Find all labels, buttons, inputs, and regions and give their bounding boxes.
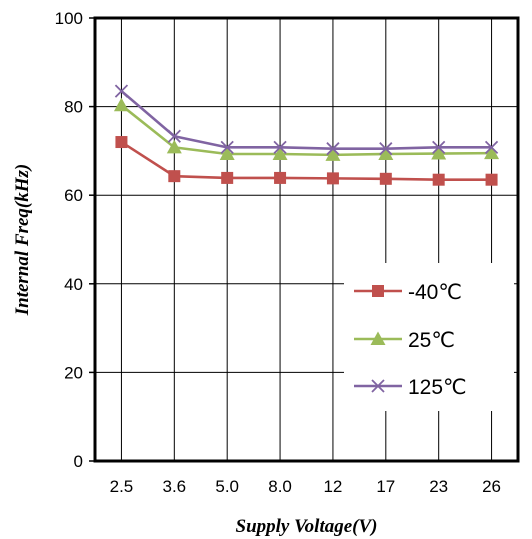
series-line [120,90,492,150]
data-point [432,140,446,154]
legend-swatch-marker [371,379,385,393]
data-point [166,139,182,154]
data-point [326,142,340,156]
legend: -40℃ 25℃ 125℃ [344,263,514,411]
plot-area-frame [93,16,520,463]
series-2 [114,84,499,156]
data-point [326,172,339,185]
data-point [220,140,234,154]
legend-item: 25℃ [354,329,455,352]
data-point [484,145,500,160]
data-point [431,146,447,160]
legend-label: -40℃ [408,281,462,304]
legend-label: 125℃ [408,376,467,399]
data-point [114,84,129,98]
series-line [120,104,492,157]
x-tick-label: 5.0 [215,477,239,496]
legend-swatch-marker [372,285,384,297]
data-point [379,142,393,156]
y-axis-ticks: 0 20 40 60 80 100 [55,9,95,471]
series-1 [113,97,500,161]
series-layer [113,84,500,186]
y-tick-label: 0 [74,452,83,471]
legend-item: -40℃ [354,281,462,304]
data-point [432,173,445,186]
data-point [272,146,288,161]
x-tick-label: 17 [376,477,395,496]
data-point [167,129,181,143]
legend-item: 125℃ [354,376,467,399]
x-tick-label: 23 [429,477,448,496]
x-axis-title: Supply Voltage(V) [236,516,378,537]
data-point [274,171,287,184]
y-tick-label: 100 [55,9,83,28]
x-tick-label: 12 [323,477,342,496]
x-tick-label: 26 [482,477,501,496]
y-tick-label: 60 [64,186,83,205]
data-point [221,171,234,184]
y-tick-label: 40 [64,275,83,294]
data-point [113,97,129,112]
y-axis-title: Internal Freq(kHz) [12,164,33,317]
legend-label: 25℃ [408,329,455,352]
x-tick-label: 3.6 [162,477,186,496]
data-point [378,146,394,161]
data-point [485,173,498,186]
series-line [120,140,492,181]
data-point [273,140,287,154]
x-tick-label: 2.5 [110,477,134,496]
data-point [115,136,128,149]
data-point [484,140,499,154]
data-point [325,147,341,161]
data-point [379,172,392,185]
series-0 [115,136,498,186]
data-point [168,170,181,183]
y-tick-label: 80 [64,98,83,117]
data-point [219,146,235,161]
legend-swatch-marker [370,331,386,345]
x-tick-label: 8.0 [268,477,292,496]
y-tick-label: 20 [64,363,83,382]
x-axis-ticks: 2.5 3.6 5.0 8.0 12 17 23 26 [110,477,501,496]
